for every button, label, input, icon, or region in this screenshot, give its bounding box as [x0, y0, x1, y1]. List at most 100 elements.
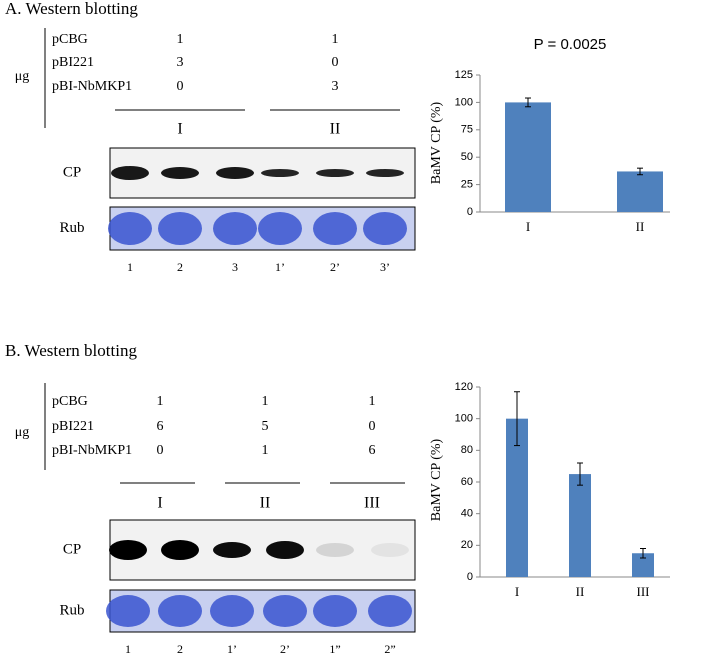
- error-bar: [577, 462, 583, 486]
- lane-label: 1’: [275, 260, 285, 274]
- row-label: pBI-NbMKP1: [52, 79, 132, 94]
- blot-label: CP: [63, 164, 81, 180]
- lane-label: 2: [177, 260, 183, 274]
- error-bar: [514, 391, 520, 447]
- blot-band: [111, 166, 149, 180]
- blot-band: [106, 595, 150, 627]
- blot-band: [366, 169, 404, 177]
- blot-band: [213, 212, 257, 245]
- blot-band: [161, 540, 199, 560]
- blot-band: [363, 212, 407, 245]
- group-label: II: [260, 495, 271, 512]
- blot-band: [261, 169, 299, 177]
- bar: [569, 474, 591, 577]
- y-tick-label: 100: [455, 413, 473, 425]
- blot-band: [213, 542, 251, 558]
- amount: 1: [177, 32, 184, 47]
- amount: 5: [262, 419, 269, 434]
- y-axis-label: BaMV CP (%): [429, 438, 444, 521]
- y-tick-label: 25: [461, 179, 473, 191]
- panel-title: B. Western blotting: [5, 341, 137, 360]
- amount: 0: [369, 419, 376, 434]
- x-tick-label: I: [526, 219, 530, 234]
- group-label: II: [330, 121, 341, 138]
- row-label: pBI221: [52, 419, 94, 434]
- unit-label: μg: [15, 425, 30, 440]
- error-bar: [640, 548, 646, 559]
- y-tick-label: 80: [461, 444, 473, 456]
- x-tick-label: I: [515, 584, 519, 599]
- lane-label: 3’: [380, 260, 390, 274]
- blot-band: [316, 169, 354, 177]
- y-tick-label: 60: [461, 476, 473, 488]
- blot-band: [109, 540, 147, 560]
- amount: 0: [332, 55, 339, 70]
- y-axis-label: BaMV CP (%): [429, 101, 444, 184]
- error-bar: [525, 97, 531, 108]
- amount: 6: [369, 443, 376, 458]
- bar: [505, 102, 551, 212]
- row-label: pCBG: [52, 32, 88, 47]
- annotation: P = 0.0025: [534, 36, 607, 53]
- blot-band: [210, 595, 254, 627]
- unit-label: μg: [15, 69, 30, 84]
- row-label: pBI221: [52, 55, 94, 70]
- blot-band: [263, 595, 307, 627]
- amount: 0: [177, 79, 184, 94]
- blot-image: [109, 519, 416, 581]
- amount: 1: [369, 394, 376, 409]
- blot-band: [158, 212, 202, 245]
- amount: 1: [262, 394, 269, 409]
- y-tick-label: 40: [461, 508, 473, 520]
- y-tick-label: 0: [467, 571, 473, 583]
- error-bar: [637, 167, 643, 176]
- lane-label: 1: [127, 260, 133, 274]
- amount: 1: [157, 394, 164, 409]
- lane-label: 1”: [329, 642, 340, 656]
- amount: 6: [157, 419, 164, 434]
- amount: 3: [332, 79, 339, 94]
- blot-band: [316, 543, 354, 557]
- x-tick-label: II: [576, 584, 585, 599]
- amount: 1: [262, 443, 269, 458]
- blot-band: [313, 595, 357, 627]
- group-label: I: [177, 121, 182, 138]
- y-tick-label: 75: [461, 124, 473, 136]
- y-tick-label: 50: [461, 151, 473, 163]
- blot-band: [158, 595, 202, 627]
- blot-label: CP: [63, 541, 81, 557]
- blot-label: Rub: [59, 602, 84, 618]
- row-label: pBI-NbMKP1: [52, 443, 132, 458]
- x-tick-label: II: [636, 219, 645, 234]
- blot-band: [258, 212, 302, 245]
- lane-label: 2: [177, 642, 183, 656]
- blot-band: [371, 543, 409, 557]
- blot-band: [108, 212, 152, 245]
- amount: 1: [332, 32, 339, 47]
- amount: 3: [177, 55, 184, 70]
- panel-title: A. Western blotting: [5, 0, 138, 18]
- x-tick-label: III: [637, 584, 650, 599]
- y-tick-label: 0: [467, 206, 473, 218]
- group-label: III: [364, 495, 380, 512]
- blot-band: [313, 212, 357, 245]
- lane-label: 2’: [280, 642, 290, 656]
- blot-band: [216, 167, 254, 179]
- lane-label: 3: [232, 260, 238, 274]
- blot-label: Rub: [59, 220, 84, 236]
- bar: [632, 553, 654, 577]
- y-tick-label: 100: [455, 96, 473, 108]
- y-tick-label: 20: [461, 539, 473, 551]
- amount: 0: [157, 443, 164, 458]
- blot-band: [266, 541, 304, 559]
- lane-label: 2”: [384, 642, 395, 656]
- bar: [617, 171, 663, 212]
- bar: [506, 418, 528, 577]
- group-label: I: [157, 495, 162, 512]
- lane-label: 2’: [330, 260, 340, 274]
- y-tick-label: 120: [455, 381, 473, 393]
- blot-band: [368, 595, 412, 627]
- y-tick-label: 125: [455, 69, 473, 81]
- lane-label: 1: [125, 642, 131, 656]
